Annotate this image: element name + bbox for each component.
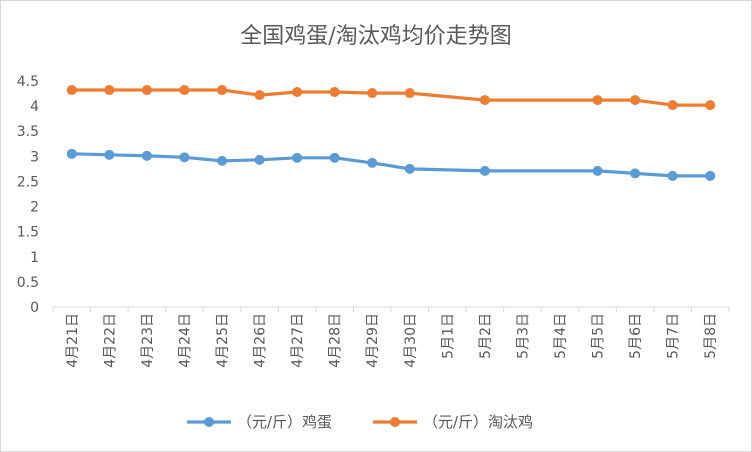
- y-tick-label: 3.5: [17, 124, 39, 140]
- x-tick-label: 5月5日: [591, 313, 607, 359]
- x-tick-label: 4月24日: [177, 313, 193, 368]
- data-point: [404, 88, 415, 99]
- data-point: [254, 90, 265, 101]
- series-line: [70, 88, 712, 107]
- legend-label: （元/斤）淘汰鸡: [423, 413, 533, 431]
- data-point: [104, 149, 115, 160]
- legend: （元/斤）鸡蛋 （元/斤）淘汰鸡: [187, 413, 533, 431]
- legend-item: （元/斤）淘汰鸡: [373, 413, 533, 431]
- data-point: [104, 85, 115, 96]
- series-2: [66, 85, 716, 111]
- data-point: [592, 165, 603, 176]
- data-point: [667, 100, 678, 111]
- data-point: [141, 85, 152, 96]
- legend-item: （元/斤）鸡蛋: [187, 413, 332, 431]
- x-tick-label: 4月28日: [328, 313, 344, 368]
- legend-swatch-marker: [390, 417, 400, 427]
- y-tick-label: 0: [30, 300, 39, 316]
- data-point: [705, 170, 716, 181]
- data-point: [292, 152, 303, 163]
- data-point: [367, 157, 378, 168]
- series-layer: [66, 85, 716, 181]
- data-point: [630, 168, 641, 179]
- x-tick-label: 4月23日: [140, 313, 156, 368]
- series-1: [66, 148, 716, 181]
- data-point: [479, 95, 490, 106]
- data-point: [66, 148, 77, 159]
- x-tick-label: 5月4日: [553, 313, 569, 359]
- y-tick-label: 2.5: [17, 174, 39, 190]
- legend-swatch-marker: [204, 417, 214, 427]
- x-tick-label: 4月22日: [102, 313, 118, 368]
- data-point: [630, 95, 641, 106]
- x-tick-label: 4月21日: [65, 313, 81, 368]
- data-point: [179, 152, 190, 163]
- data-point: [292, 87, 303, 98]
- y-tick-label: 1.5: [17, 225, 39, 241]
- x-tick-label: 4月25日: [215, 313, 231, 368]
- data-point: [179, 85, 190, 96]
- y-tick-label: 0.5: [17, 275, 39, 291]
- x-tick-label: 5月1日: [440, 313, 456, 359]
- data-point: [592, 95, 603, 106]
- x-tick-label: 5月8日: [703, 313, 719, 359]
- data-point: [217, 155, 227, 166]
- data-point: [217, 85, 227, 96]
- y-tick-label: 4: [30, 99, 39, 115]
- data-point: [254, 154, 265, 165]
- data-point: [479, 165, 490, 176]
- data-point: [367, 88, 378, 99]
- legend-label: （元/斤）鸡蛋: [237, 413, 332, 431]
- y-tick-label: 2: [30, 200, 39, 216]
- x-tick-label: 5月3日: [515, 313, 531, 359]
- x-tick-label: 5月7日: [666, 313, 682, 359]
- x-tick-label: 4月29日: [365, 313, 381, 368]
- data-point: [667, 170, 678, 181]
- x-tick-label: 4月27日: [290, 313, 306, 368]
- x-tick-label: 4月30日: [403, 313, 419, 368]
- y-tick-label: 4.5: [17, 74, 39, 90]
- data-point: [66, 85, 77, 96]
- data-point: [705, 100, 716, 111]
- chart-title: 全国鸡蛋/淘汰鸡均价走势图: [240, 24, 511, 49]
- y-tick-label: 3: [30, 149, 39, 165]
- series-line: [70, 152, 712, 178]
- data-point: [329, 152, 340, 163]
- data-point: [141, 150, 152, 161]
- x-tick-label: 5月2日: [478, 313, 494, 359]
- x-axis: 4月21日 4月22日 4月23日 4月24日 4月25日 4月26日 4月27日 4月28日…: [52, 306, 730, 368]
- data-point: [329, 87, 340, 98]
- y-axis: 0 0.5 1 1.5 2 2.5 3 3.5 4 4.5: [17, 74, 39, 316]
- y-tick-label: 1: [30, 250, 39, 266]
- x-tick-label: 5月6日: [628, 313, 644, 359]
- x-tick-label: 4月26日: [253, 313, 269, 368]
- data-point: [404, 163, 415, 174]
